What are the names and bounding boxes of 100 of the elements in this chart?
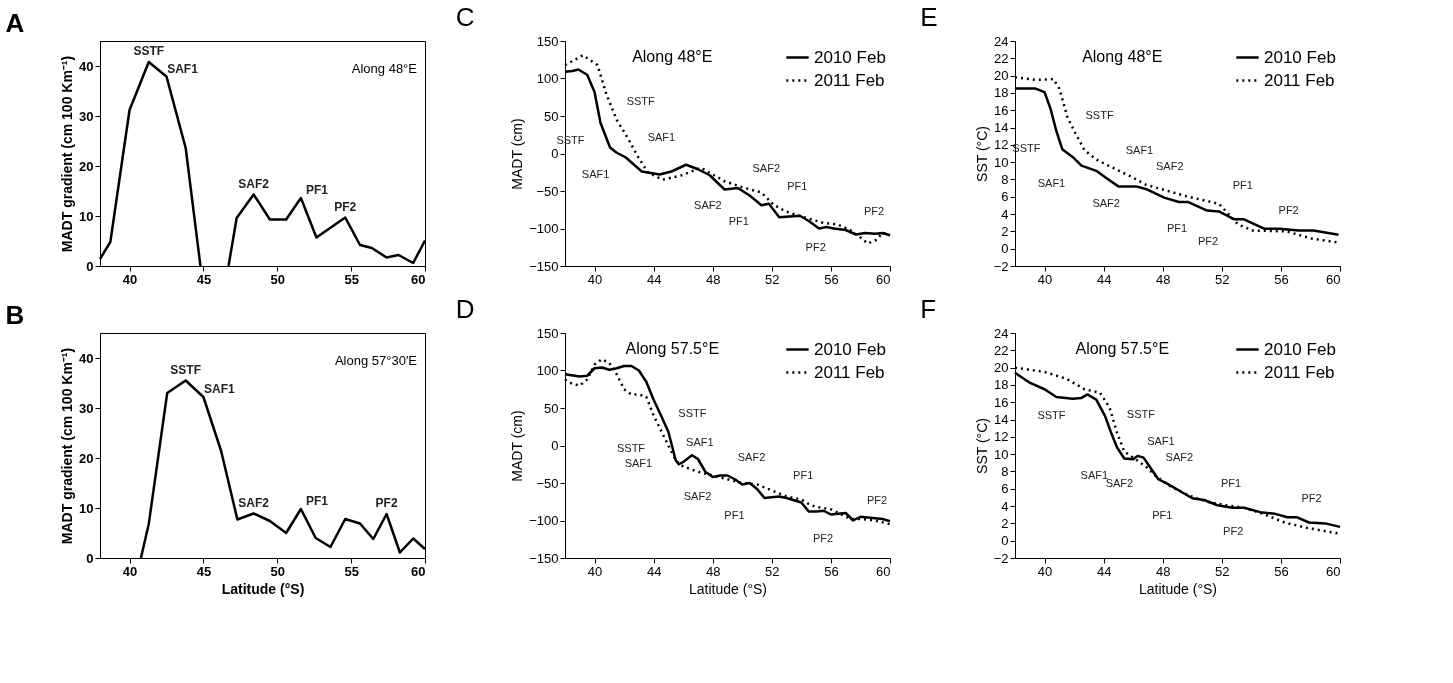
y-tick-label: 2	[1001, 515, 1009, 531]
annotation: SAF2	[1092, 197, 1120, 210]
y-tick-label: −150	[529, 258, 559, 274]
y-tick-label: 0	[86, 550, 94, 566]
annotation: PF1	[1232, 178, 1253, 191]
annotation: SAF1	[647, 130, 676, 143]
x-tick-label: 56	[1274, 271, 1289, 287]
y-tick-label: 4	[1001, 206, 1009, 222]
x-tick-label: 60	[411, 563, 426, 579]
y-tick-label: 150	[536, 325, 559, 341]
annotation: PF1	[787, 179, 808, 192]
y-tick-label: 8	[1001, 171, 1009, 187]
x-tick-label: 40	[122, 563, 138, 579]
y-tick-label: 18	[994, 377, 1009, 393]
annotation: SAF2	[752, 162, 781, 175]
annotation: SSTF	[678, 407, 707, 419]
annotation: SAF1	[624, 456, 653, 469]
x-tick-label: 60	[876, 271, 891, 287]
annotation: SSTF	[1126, 407, 1156, 420]
annotation: SAF2	[737, 450, 766, 463]
chart-subtitle: Along 57.5°E	[1075, 340, 1170, 357]
x-tick-label: 48	[1155, 271, 1171, 287]
x-tick-label: 60	[876, 563, 891, 579]
y-tick-label: 24	[994, 325, 1009, 341]
x-tick-label: 48	[1155, 563, 1171, 579]
legend-label: 2010 Feb	[814, 47, 886, 67]
y-tick-label: 100	[536, 363, 559, 378]
annotation: PF1	[793, 468, 814, 481]
y-tick-label: 18	[994, 85, 1009, 101]
chart-subtitle: Along 57.5°E	[625, 340, 720, 357]
y-tick-label: 22	[994, 342, 1009, 358]
y-axis-title: MADT gradient (cm 100 Km⁻¹)	[59, 347, 76, 545]
chart-title: E	[920, 2, 938, 32]
y-tick-label: 24	[994, 33, 1009, 49]
x-axis-title: Latitude (°S)	[1139, 580, 1217, 597]
y-tick-label: −2	[993, 550, 1009, 566]
legend-label: 2011 Feb	[814, 70, 885, 90]
x-axis-title: Latitude (°S)	[689, 580, 767, 597]
y-tick-label: 14	[994, 412, 1009, 428]
x-tick-label: 44	[646, 271, 662, 287]
annotation: SSTF	[133, 44, 165, 58]
y-tick-label: 40	[79, 350, 94, 366]
y-tick-label: 14	[994, 120, 1009, 136]
x-tick-label: 52	[765, 271, 780, 287]
y-tick-label: 16	[994, 394, 1009, 410]
x-tick-label: 60	[1326, 563, 1341, 579]
y-tick-label: 2	[1001, 223, 1009, 239]
x-tick-label: 60	[411, 271, 426, 287]
y-tick-label: 12	[994, 429, 1009, 445]
x-tick-label: 40	[122, 271, 138, 287]
x-tick-label: 50	[270, 563, 286, 579]
x-tick-label: 52	[1215, 563, 1230, 579]
y-tick-label: 40	[79, 58, 94, 74]
chart-title: F	[920, 294, 937, 324]
x-tick-label: 55	[344, 563, 359, 579]
y-tick-label: −150	[529, 550, 559, 566]
y-tick-label: 100	[536, 71, 559, 86]
chart-subtitle: Along 48°E	[632, 48, 713, 65]
annotation: SSTF	[616, 441, 646, 454]
y-tick-label: −100	[529, 513, 559, 528]
y-tick-label: 8	[1001, 463, 1009, 479]
y-tick-label: 12	[994, 137, 1009, 153]
chart-title: D	[455, 294, 475, 324]
chart-title: B	[5, 300, 25, 330]
annotation: PF1	[724, 509, 745, 521]
y-tick-label: −50	[536, 475, 559, 491]
y-tick-label: 10	[79, 500, 94, 516]
annotation: PF1	[728, 214, 749, 227]
y-tick-label: −50	[536, 183, 559, 199]
legend-label: 2010 Feb	[1264, 339, 1336, 359]
annotation: PF1	[305, 494, 329, 508]
legend-label: 2011 Feb	[1264, 70, 1335, 90]
x-tick-label: 44	[1096, 563, 1112, 579]
y-axis-title: SST (°C)	[973, 126, 990, 182]
y-tick-label: 20	[79, 450, 94, 466]
annotation: PF2	[1301, 492, 1322, 505]
y-tick-label: 50	[544, 108, 559, 124]
x-tick-label: 45	[196, 271, 212, 287]
chart-title: A	[5, 8, 25, 38]
y-tick-label: 6	[1001, 481, 1009, 497]
x-tick-label: 40	[1037, 271, 1053, 287]
y-axis-title: MADT (cm)	[509, 410, 526, 482]
x-tick-label: 45	[196, 563, 212, 579]
chart-title: C	[455, 2, 475, 32]
annotation: SAF1	[1037, 176, 1066, 189]
x-tick-label: 56	[824, 271, 839, 287]
y-tick-label: 4	[1001, 498, 1009, 514]
annotation: SAF2	[683, 490, 712, 503]
y-tick-label: 30	[79, 400, 94, 416]
text: Along 57°30′E	[334, 353, 418, 368]
x-tick-label: 40	[1037, 563, 1053, 579]
legend-label: 2011 Feb	[814, 362, 885, 382]
y-tick-label: 20	[994, 360, 1009, 376]
y-tick-label: 22	[994, 50, 1009, 66]
y-tick-label: 0	[551, 146, 559, 161]
annotation: PF2	[864, 205, 885, 217]
annotation: SAF1	[1147, 435, 1175, 448]
annotation: PF2	[805, 241, 826, 253]
annotation: PF1	[305, 183, 329, 197]
x-tick-label: 40	[587, 271, 603, 287]
